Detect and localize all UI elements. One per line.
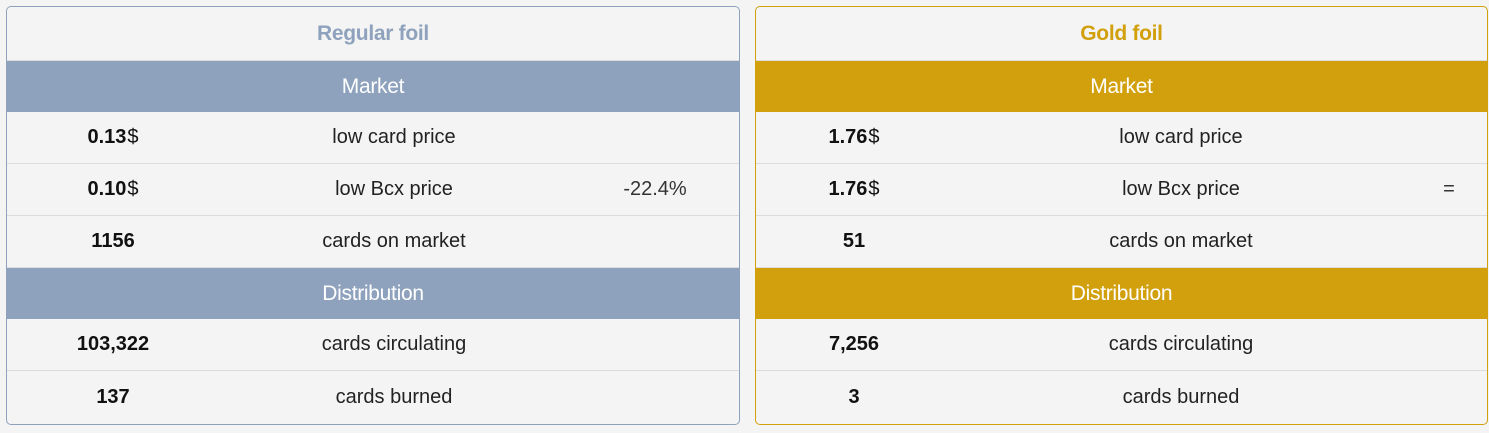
gold-cards-burned-value: 3 (848, 385, 860, 408)
gold-low-bcx-price-row: 1.76 $ low Bcx price = (756, 164, 1487, 216)
gold-foil-panel: Gold foil Market 1.76 $ low card price 1.… (755, 6, 1488, 425)
gold-distribution-header: Distribution (756, 268, 1487, 319)
currency-unit: $ (868, 126, 880, 148)
regular-cards-burned-label: cards burned (335, 385, 453, 408)
regular-low-bcx-price-value: 0.10 $ (7, 164, 219, 215)
regular-low-card-price-value: 0.13 $ (7, 112, 219, 163)
gold-cards-on-market-label: cards on market (1109, 230, 1253, 252)
regular-cards-burned-row: 137 cards burned (7, 371, 739, 423)
gold-low-bcx-price-change: = (1443, 178, 1455, 200)
gold-cards-on-market-value: 51 (842, 230, 866, 252)
price-number: 1.76 (828, 126, 868, 148)
gold-cards-circulating-row: 7,256 cards circulating (756, 319, 1487, 371)
regular-market-header: Market (7, 61, 739, 112)
regular-cards-on-market-value: 1156 (91, 230, 135, 252)
gold-market-header: Market (756, 61, 1487, 112)
regular-cards-circulating-label: cards circulating (321, 333, 467, 355)
gold-cards-circulating-label: cards circulating (1108, 333, 1254, 355)
gold-low-card-price-row: 1.76 $ low card price (756, 112, 1487, 164)
gold-low-card-price-label: low card price (1119, 126, 1243, 148)
price-number: 0.10 (87, 178, 127, 200)
regular-cards-circulating-value: 103,322 (76, 333, 150, 355)
price-number: 0.13 (87, 126, 127, 148)
gold-low-bcx-price-value: 1.76 $ (756, 164, 952, 215)
regular-low-bcx-price-row: 0.10 $ low Bcx price -22.4% (7, 164, 739, 216)
regular-cards-circulating-row: 103,322 cards circulating (7, 319, 739, 371)
regular-low-bcx-price-label: low Bcx price (335, 178, 453, 200)
regular-cards-burned-value: 137 (96, 385, 130, 408)
gold-low-bcx-price-label: low Bcx price (1122, 178, 1240, 200)
regular-foil-panel: Regular foil Market 0.13 $ low card price… (6, 6, 740, 425)
regular-distribution-header: Distribution (7, 268, 739, 319)
regular-low-bcx-price-change: -22.4% (623, 178, 687, 200)
regular-low-card-price-label: low card price (332, 126, 456, 148)
gold-cards-burned-label: cards burned (1122, 385, 1240, 408)
regular-foil-title: Regular foil (7, 7, 739, 61)
currency-unit: $ (127, 178, 139, 200)
gold-cards-circulating-value: 7,256 (828, 333, 880, 355)
price-number: 1.76 (828, 178, 868, 200)
regular-cards-on-market-row: 1156 cards on market (7, 216, 739, 268)
gold-cards-burned-row: 3 cards burned (756, 371, 1487, 423)
gold-foil-title: Gold foil (756, 7, 1487, 61)
regular-low-card-price-row: 0.13 $ low card price (7, 112, 739, 164)
currency-unit: $ (868, 178, 880, 200)
gold-low-card-price-value: 1.76 $ (756, 112, 952, 163)
gold-cards-on-market-row: 51 cards on market (756, 216, 1487, 268)
currency-unit: $ (127, 126, 139, 148)
regular-cards-on-market-label: cards on market (322, 230, 466, 252)
